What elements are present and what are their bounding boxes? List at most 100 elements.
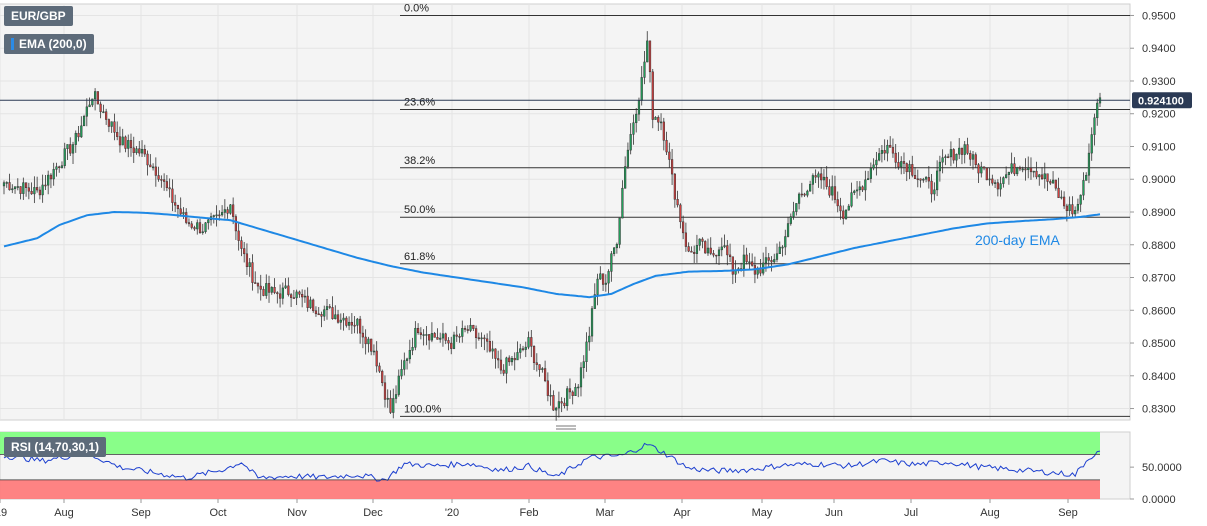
candle-body bbox=[1007, 172, 1011, 175]
candle-body bbox=[543, 368, 547, 382]
candle-body bbox=[648, 40, 652, 73]
candle-body bbox=[889, 144, 892, 148]
candle-body bbox=[19, 186, 22, 194]
ema-legend[interactable]: EMA (200,0) bbox=[4, 34, 94, 54]
candle-body bbox=[91, 98, 94, 106]
candle-body bbox=[568, 388, 572, 393]
candle-body bbox=[353, 324, 356, 327]
candle-body bbox=[878, 153, 881, 161]
candle-body bbox=[414, 327, 417, 348]
candle-body bbox=[163, 179, 166, 182]
candle-body bbox=[866, 178, 870, 181]
candle-body bbox=[433, 333, 436, 338]
candle-body bbox=[110, 121, 113, 127]
candle-body bbox=[844, 209, 848, 219]
candle-body bbox=[792, 211, 795, 217]
price-tick-label: 0.8800 bbox=[1142, 240, 1176, 252]
candle-body bbox=[1035, 170, 1038, 178]
candle-body bbox=[809, 184, 812, 192]
candle-body bbox=[452, 334, 456, 349]
candle-body bbox=[590, 308, 594, 337]
candle-body bbox=[654, 117, 657, 120]
candle-body bbox=[894, 152, 897, 163]
candle-body bbox=[165, 181, 168, 188]
candle-body bbox=[96, 91, 99, 105]
candle-body bbox=[463, 328, 467, 330]
candle-body bbox=[618, 217, 621, 245]
candle-body bbox=[814, 175, 817, 178]
candle-body bbox=[389, 397, 392, 413]
candle-body bbox=[974, 154, 977, 165]
candle-body bbox=[538, 364, 541, 370]
candle-body bbox=[439, 337, 442, 340]
candle-body bbox=[220, 212, 224, 216]
candle-body bbox=[615, 244, 618, 249]
candle-body bbox=[278, 293, 282, 299]
candle-body bbox=[85, 106, 88, 117]
fib-level-label: 100.0% bbox=[404, 403, 442, 415]
candle-body bbox=[52, 169, 55, 180]
candle-body bbox=[988, 178, 991, 181]
candle-body bbox=[240, 240, 243, 249]
price-tick-label: 0.9500 bbox=[1142, 10, 1176, 22]
candle-body bbox=[900, 161, 903, 168]
fib-level-label: 61.8% bbox=[404, 251, 435, 263]
candle-body bbox=[869, 167, 872, 179]
candle-body bbox=[1065, 205, 1068, 212]
price-axis: 0.9500 0.9400 0.9300 0.9200 0.9100 0.9000 0.89… bbox=[1130, 10, 1176, 416]
candle-body bbox=[174, 202, 177, 206]
candle-body bbox=[552, 395, 555, 411]
last-price-tag: 0.924100 bbox=[1132, 92, 1192, 109]
candle-body bbox=[980, 166, 983, 174]
candle-body bbox=[1087, 152, 1091, 176]
candle-body bbox=[24, 182, 28, 189]
candle-body bbox=[226, 209, 229, 214]
candle-body bbox=[38, 189, 41, 196]
candle-body bbox=[325, 306, 329, 310]
candle-body bbox=[140, 148, 144, 154]
candle-body bbox=[621, 187, 624, 219]
symbol-label[interactable]: EUR/GBP bbox=[4, 6, 73, 26]
candle-body bbox=[875, 159, 878, 166]
candle-body bbox=[955, 153, 958, 161]
candle-body bbox=[499, 359, 503, 371]
candle-body bbox=[831, 186, 834, 196]
candle-body bbox=[27, 187, 30, 192]
candle-body bbox=[383, 382, 387, 400]
candle-body bbox=[1010, 163, 1013, 173]
candle-body bbox=[1040, 174, 1044, 179]
candle-body bbox=[243, 248, 246, 255]
candle-body bbox=[198, 222, 202, 233]
pane-separator-handle[interactable] bbox=[556, 425, 576, 430]
price-tick-label: 0.9000 bbox=[1142, 174, 1176, 186]
candle-body bbox=[359, 318, 362, 334]
candle-body bbox=[193, 227, 196, 230]
candle-body bbox=[527, 337, 530, 348]
candle-body bbox=[924, 177, 928, 180]
candlestick-series bbox=[2, 31, 1102, 421]
candle-body bbox=[883, 150, 886, 154]
candle-body bbox=[508, 357, 511, 363]
candle-body bbox=[392, 398, 395, 413]
candle-body bbox=[1079, 194, 1082, 205]
candle-body bbox=[706, 247, 710, 254]
candle-body bbox=[820, 173, 823, 181]
candle-body bbox=[949, 149, 953, 158]
candle-body bbox=[303, 295, 307, 298]
candle-body bbox=[207, 219, 210, 224]
candle-body bbox=[49, 174, 53, 180]
candle-body bbox=[789, 216, 792, 224]
candle-body bbox=[574, 386, 577, 396]
rsi-legend[interactable]: RSI (14,70,30,1) bbox=[4, 437, 107, 457]
candle-body bbox=[748, 261, 751, 264]
candle-body bbox=[880, 150, 884, 154]
candle-body bbox=[582, 361, 585, 368]
candle-body bbox=[947, 156, 950, 158]
time-tick-label: Mar bbox=[596, 507, 615, 519]
candle-body bbox=[524, 346, 527, 350]
price-tick-label: 0.9100 bbox=[1142, 141, 1176, 153]
candle-body bbox=[411, 347, 414, 351]
candle-body bbox=[69, 144, 72, 154]
candle-body bbox=[394, 394, 398, 399]
candle-body bbox=[36, 187, 39, 191]
